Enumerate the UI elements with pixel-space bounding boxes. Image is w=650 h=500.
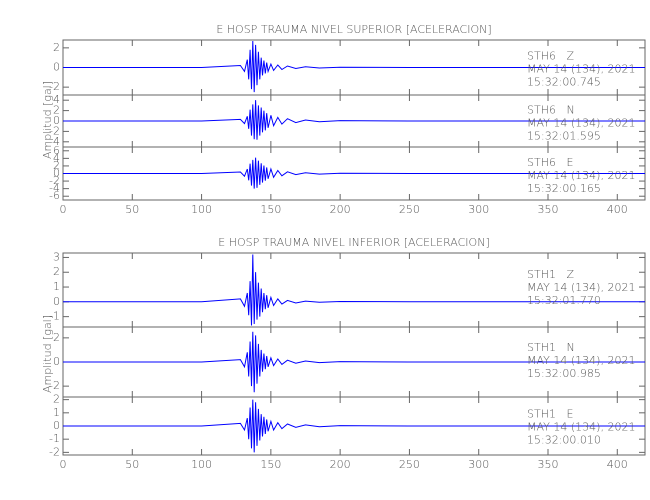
waveform (63, 254, 645, 326)
trace-annotation: STH6 Z (527, 50, 574, 63)
x-tick-label: 250 (399, 203, 420, 216)
trace-annotation: 15:32:01.595 (527, 130, 601, 143)
y-tick-label: 2 (53, 393, 60, 406)
trace-annotation: STH1 N (527, 341, 575, 354)
y-tick-label: -2 (49, 174, 60, 187)
y-tick-label: 1 (53, 406, 60, 419)
y-tick-label: 6 (53, 144, 60, 157)
trace-annotation: 15:32:00.985 (527, 367, 601, 380)
y-tick-label: 1 (53, 280, 60, 293)
trace-annotation: 15:32:00.165 (527, 182, 601, 195)
y-tick-label: 0 (53, 167, 60, 180)
trace-annotation: STH6 N (527, 104, 575, 117)
y-tick-label: 0 (53, 355, 60, 368)
x-tick-label: 0 (60, 458, 67, 471)
waveform (63, 157, 645, 189)
y-tick-label: -2 (49, 80, 60, 93)
trace-annotation: MAY 14 (134), 2021 (527, 169, 635, 182)
x-tick-label: 350 (538, 458, 559, 471)
x-tick-label: 50 (125, 203, 139, 216)
chart-title: E HOSP TRAUMA NIVEL SUPERIOR [ACELERACIO… (216, 23, 491, 36)
y-tick-label: -2 (49, 379, 60, 392)
x-tick-label: 150 (260, 203, 281, 216)
y-tick-label: -4 (49, 135, 60, 148)
y-tick-label: -6 (49, 189, 60, 202)
x-tick-label: 350 (538, 203, 559, 216)
chart-title: E HOSP TRAUMA NIVEL INFERIOR [ACELERACIO… (218, 236, 489, 249)
x-tick-label: 400 (607, 203, 628, 216)
trace-annotation: STH6 E (527, 156, 573, 169)
y-tick-label: -4 (49, 182, 60, 195)
y-tick-label: 0 (53, 295, 60, 308)
waveform (63, 40, 645, 93)
y-tick-label: -1 (49, 432, 60, 445)
x-tick-label: 100 (191, 458, 212, 471)
y-tick-label: 2 (53, 265, 60, 278)
y-tick-label: 4 (53, 151, 60, 164)
trace-annotation: MAY 14 (134), 2021 (527, 354, 635, 367)
y-tick-label: 0 (53, 61, 60, 74)
x-tick-label: 400 (607, 458, 628, 471)
x-tick-label: 0 (60, 203, 67, 216)
waveform (63, 399, 645, 453)
x-tick-label: 100 (191, 203, 212, 216)
y-axis-label: Amplitud [gal] (41, 81, 54, 159)
y-tick-label: -2 (49, 445, 60, 458)
trace-annotation: MAY 14 (134), 2021 (527, 420, 635, 433)
x-tick-label: 50 (125, 458, 139, 471)
trace-annotation: 15:32:01.770 (527, 294, 601, 307)
y-tick-label: -2 (49, 124, 60, 137)
trace-annotation: MAY 14 (134), 2021 (527, 281, 635, 294)
y-tick-label: 0 (53, 114, 60, 127)
x-tick-label: 250 (399, 458, 420, 471)
trace-annotation: MAY 14 (134), 2021 (527, 117, 635, 130)
y-axis-label: Amplitud [gal] (41, 315, 54, 393)
y-tick-label: 2 (53, 41, 60, 54)
y-tick-label: 2 (53, 331, 60, 344)
waveform (63, 100, 645, 140)
trace-annotation: MAY 14 (134), 2021 (527, 63, 635, 76)
y-tick-label: 4 (53, 93, 60, 106)
y-tick-label: -1 (49, 310, 60, 323)
x-tick-label: 150 (260, 458, 281, 471)
trace-annotation: STH1 Z (527, 268, 574, 281)
x-tick-label: 200 (330, 458, 351, 471)
trace-annotation: 15:32:00.010 (527, 433, 601, 446)
y-tick-label: 3 (53, 250, 60, 263)
x-tick-label: 200 (330, 203, 351, 216)
y-tick-label: 2 (53, 159, 60, 172)
trace-annotation: STH1 E (527, 407, 573, 420)
x-tick-label: 300 (468, 203, 489, 216)
y-tick-label: 0 (53, 419, 60, 432)
trace-annotation: 15:32:00.745 (527, 76, 601, 89)
waveform (63, 331, 645, 393)
x-tick-label: 300 (468, 458, 489, 471)
y-tick-label: 2 (53, 104, 60, 117)
